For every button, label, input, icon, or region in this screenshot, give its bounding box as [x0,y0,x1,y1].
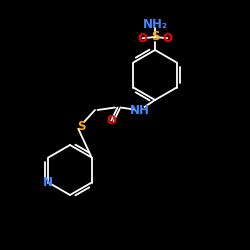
Text: O: O [138,32,147,45]
Text: S: S [151,30,159,44]
Text: S: S [77,120,86,133]
Text: N: N [43,176,53,189]
Text: O: O [106,114,116,127]
Text: NH: NH [130,104,150,117]
Text: NH₂: NH₂ [142,18,168,30]
Text: O: O [162,32,172,45]
